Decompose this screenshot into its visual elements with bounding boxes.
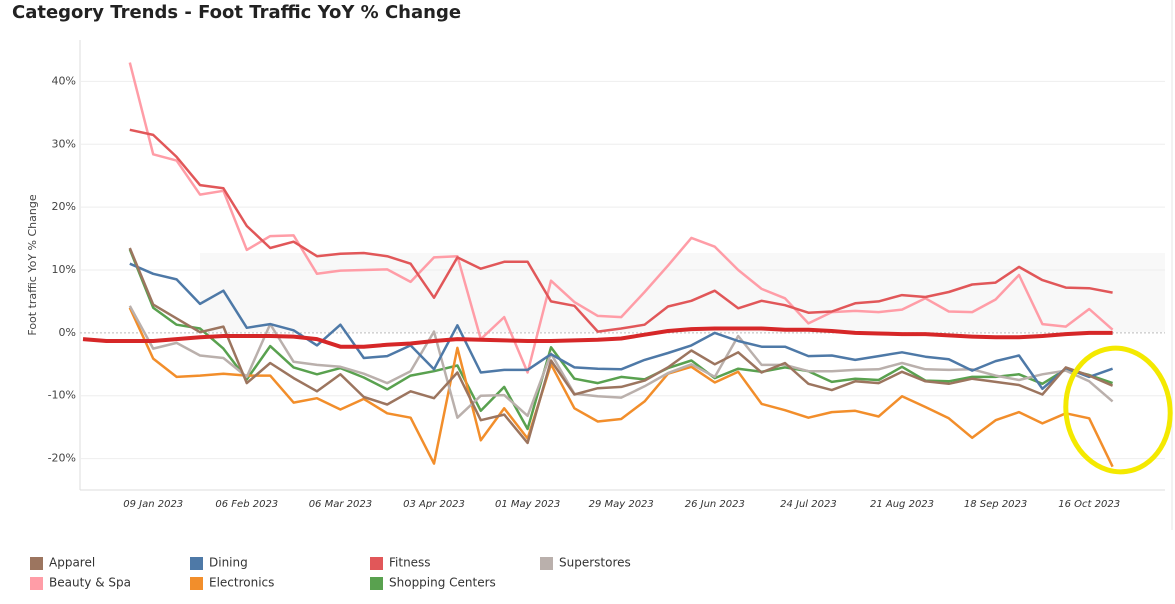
y-tick-label: -10% [48, 389, 76, 402]
series-line [128, 62, 1114, 374]
y-tick-label: 30% [52, 137, 76, 150]
series-line [129, 128, 1113, 333]
legend-swatch [190, 577, 203, 590]
legend-label: Beauty & Spa [49, 576, 131, 590]
series-line [82, 326, 1113, 349]
y-tick-label: 0% [59, 326, 76, 339]
series-line [129, 262, 1114, 391]
y-tick-label: 20% [52, 200, 76, 213]
y-tick-label: -20% [48, 452, 76, 465]
highlight-annotation [1063, 345, 1173, 475]
legend-swatch [370, 577, 383, 590]
x-tick-label: 18 Sep 2023 [964, 499, 1027, 510]
x-tick-label: 24 Jul 2023 [780, 499, 837, 510]
x-tick-label: 21 Aug 2023 [870, 499, 934, 510]
x-tick-label: 09 Jan 2023 [123, 499, 183, 510]
chart-title: Category Trends - Foot Traffic YoY % Cha… [12, 2, 461, 23]
legend-label: Apparel [49, 556, 95, 570]
legend-label: Electronics [209, 576, 274, 590]
x-tick-label: 01 May 2023 [495, 499, 560, 510]
legend-label: Superstores [559, 556, 631, 570]
reference-band [200, 253, 1165, 332]
y-axis-label: Foot traffic YoY % Change [26, 194, 39, 335]
legend-swatch [30, 557, 43, 570]
legend-label: Dining [209, 556, 248, 570]
x-tick-label: 29 May 2023 [589, 499, 654, 510]
legend-label: Fitness [389, 556, 431, 570]
legend-swatch [30, 577, 43, 590]
x-tick-label: 06 Feb 2023 [215, 499, 278, 510]
x-tick-label: 06 Mar 2023 [309, 499, 372, 510]
series-line [128, 305, 1114, 419]
series-line [128, 307, 1114, 468]
x-tick-label: 26 Jun 2023 [685, 499, 745, 510]
series-line [128, 248, 1114, 431]
legend-swatch [190, 557, 203, 570]
legend-swatch [370, 557, 383, 570]
x-tick-label: 03 Apr 2023 [403, 499, 465, 510]
legend-swatch [540, 557, 553, 570]
y-tick-label: 40% [52, 74, 76, 87]
series-line [128, 247, 1114, 445]
x-tick-label: 16 Oct 2023 [1058, 499, 1120, 510]
y-tick-label: 10% [52, 263, 76, 276]
legend-label: Shopping Centers [389, 576, 496, 590]
